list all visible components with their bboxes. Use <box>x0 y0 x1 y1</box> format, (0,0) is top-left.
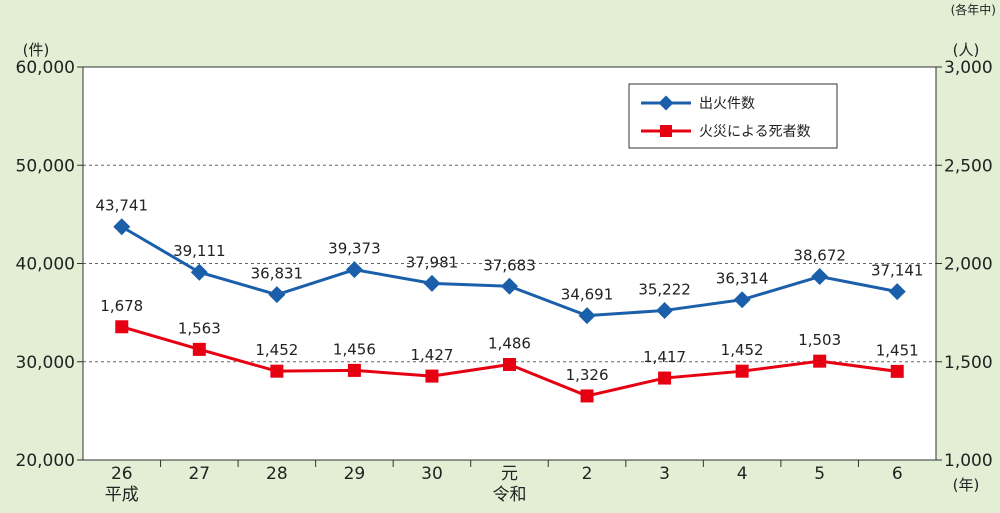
right-tick-label: 1,000 <box>944 451 993 471</box>
series-2-marker <box>270 364 284 378</box>
x-tick-label: 3 <box>659 464 670 484</box>
series-1-data-label: 36,831 <box>251 265 304 283</box>
left-tick-label: 40,000 <box>16 255 75 275</box>
series-1-data-label: 38,672 <box>793 247 846 265</box>
series-2-data-label: 1,563 <box>178 319 221 337</box>
series-2-data-label: 1,678 <box>100 297 143 315</box>
series-1-marker <box>578 307 596 325</box>
series-1-marker <box>888 283 906 301</box>
series-2-data-label: 1,452 <box>255 341 298 359</box>
series-1-marker <box>733 291 751 309</box>
series-2-data-label: 1,503 <box>798 331 841 349</box>
series-1-data-label: 37,981 <box>406 253 459 271</box>
series-1-marker <box>190 263 208 281</box>
series-1-data-label: 36,314 <box>716 270 769 288</box>
left-tick-label: 60,000 <box>16 58 75 78</box>
series-2-marker <box>813 354 827 368</box>
x-tick-label: 30 <box>421 464 443 484</box>
series-2-marker <box>658 371 672 385</box>
series-1-marker <box>345 261 363 279</box>
x-tick-label: 27 <box>188 464 210 484</box>
x-tick-label: 4 <box>737 464 748 484</box>
series-1-data-label: 43,741 <box>96 197 149 215</box>
series-1-data-label: 34,691 <box>561 286 614 304</box>
right-tick-label: 2,000 <box>944 255 993 275</box>
x-tick-label: 5 <box>814 464 825 484</box>
x-era-label: 平成 <box>105 485 139 505</box>
series-2-data-label: 1,486 <box>488 335 531 353</box>
legend-label-1: 出火件数 <box>699 96 755 112</box>
series-1-marker <box>501 277 518 295</box>
series-2-data-label: 1,326 <box>566 366 609 384</box>
series-1-data-label: 39,111 <box>173 242 226 260</box>
x-tick-label: 29 <box>344 464 366 484</box>
series-2-data-label: 1,417 <box>643 348 686 366</box>
series-2-data-label: 1,456 <box>333 340 376 358</box>
series-2-marker <box>192 342 206 356</box>
series-1-data-label: 39,373 <box>328 240 381 258</box>
x-tick-label: 26 <box>111 464 133 484</box>
legend-label-2: 火災による死者数 <box>699 124 811 140</box>
series-2-marker <box>115 320 129 334</box>
series-1-marker <box>268 286 286 304</box>
series-2-marker <box>735 364 749 378</box>
series-2-marker <box>580 389 594 403</box>
series-1-data-label: 37,683 <box>483 256 536 274</box>
x-tick-label: 28 <box>266 464 288 484</box>
left-tick-label: 50,000 <box>16 156 75 176</box>
legend-marker-2 <box>660 125 672 137</box>
right-tick-label: 1,500 <box>944 353 993 373</box>
x-axis-unit: (年) <box>953 476 980 494</box>
x-tick-label: 元 <box>501 464 518 484</box>
right-tick-label: 3,000 <box>944 58 993 78</box>
left-tick-label: 20,000 <box>16 451 75 471</box>
series-1-marker <box>811 268 829 286</box>
series-2-marker <box>503 358 516 372</box>
right-tick-label: 2,500 <box>944 156 993 176</box>
period-note: (各年中) <box>951 2 996 17</box>
series-1-data-label: 37,141 <box>871 262 924 280</box>
left-tick-label: 30,000 <box>16 353 75 373</box>
series-2-marker <box>890 364 904 378</box>
series-2-data-label: 1,452 <box>721 341 764 359</box>
x-tick-label: 2 <box>582 464 593 484</box>
series-2-data-label: 1,427 <box>410 346 453 364</box>
x-tick-label: 6 <box>892 464 903 484</box>
x-era-label: 令和 <box>493 485 527 505</box>
series-1-data-label: 35,222 <box>638 280 691 298</box>
legend-marker-1 <box>658 95 674 111</box>
series-1-marker <box>113 218 131 236</box>
legend-box <box>628 83 838 149</box>
series-1-marker <box>423 274 441 292</box>
series-1-marker <box>656 301 674 319</box>
series-2-marker <box>425 369 439 383</box>
series-2-data-label: 1,451 <box>876 341 919 359</box>
right-axis-unit: (人) <box>953 41 980 59</box>
series-2-marker <box>347 363 361 377</box>
left-axis-unit: (件) <box>23 41 50 59</box>
